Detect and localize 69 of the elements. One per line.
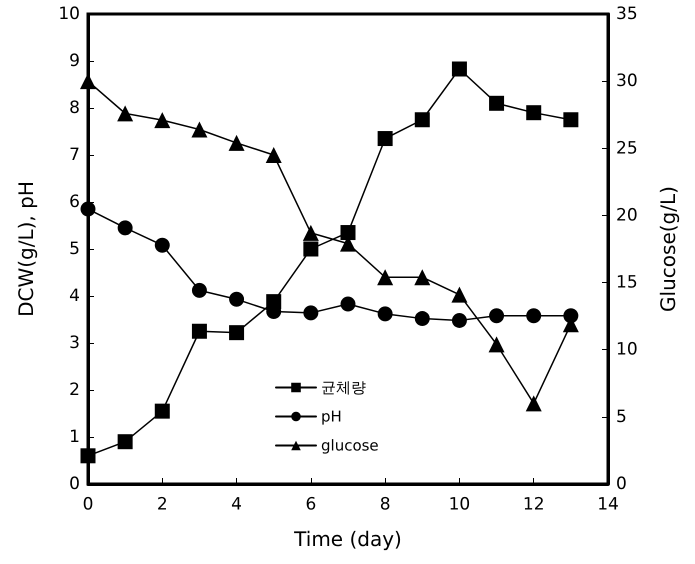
legend-label: glucose [321, 436, 379, 454]
y2-tick-label: 20 [616, 205, 638, 226]
x-tick-label: 4 [231, 494, 242, 514]
point [526, 308, 542, 324]
x-tick-label: 14 [597, 494, 619, 514]
point [80, 448, 96, 464]
y-tick-label: 2 [69, 380, 80, 400]
y2-tick-label: 5 [616, 406, 627, 427]
y-tick-label: 9 [69, 51, 80, 71]
point [154, 112, 170, 128]
y2-tick-label: 0 [616, 474, 627, 494]
y-tick-label: 8 [69, 98, 80, 118]
point [228, 134, 245, 151]
point [117, 105, 134, 122]
y2-tick-label: 30 [616, 71, 638, 92]
x-tick-label: 12 [522, 494, 545, 514]
point [489, 308, 504, 324]
point [489, 96, 504, 111]
point [154, 238, 170, 253]
point [80, 202, 96, 217]
y-tick-label: 0 [69, 474, 80, 494]
point [451, 286, 468, 303]
point [414, 112, 430, 128]
point [229, 292, 244, 307]
point [229, 325, 244, 340]
point [563, 112, 578, 128]
y-tick-label: 7 [69, 145, 80, 165]
point [378, 131, 393, 146]
x-tick-label: 8 [380, 494, 391, 514]
y-tick-label: 10 [58, 4, 80, 24]
point [452, 61, 467, 76]
x-tick-label: 6 [305, 494, 316, 514]
y2-tick-label: 10 [616, 340, 638, 360]
x-axis-title: Time (day) [293, 527, 402, 551]
y2-axis-title: Glucose(g/L) [656, 186, 680, 312]
point [340, 296, 356, 312]
point [377, 269, 394, 286]
legend-label: 균체량 [321, 378, 366, 396]
point [154, 404, 170, 419]
y2-tick-label: 25 [616, 138, 638, 158]
point [303, 242, 318, 256]
point [302, 224, 319, 241]
point [192, 324, 207, 339]
y-tick-label: 3 [69, 333, 80, 353]
point [192, 282, 207, 298]
point [340, 225, 356, 240]
point [526, 395, 542, 412]
point [526, 105, 542, 120]
point [452, 312, 467, 328]
x-tick-label: 2 [156, 494, 168, 514]
point [378, 306, 393, 322]
y-tick-label: 5 [69, 239, 80, 259]
point [414, 269, 430, 286]
x-tick-label: 0 [82, 494, 94, 514]
point [191, 121, 208, 138]
y2-tick-label: 35 [616, 4, 638, 24]
point [266, 147, 282, 163]
y2-tick-label: 15 [616, 272, 638, 293]
point [414, 311, 430, 326]
y-tick-label: 6 [69, 192, 80, 212]
point [303, 305, 318, 320]
y-tick-label: 1 [69, 427, 80, 447]
y-tick-label: 4 [69, 286, 80, 306]
point [118, 220, 133, 236]
y-axis-title: DCW(g/L), pH [14, 181, 38, 317]
point [118, 434, 133, 450]
x-tick-label: 10 [448, 494, 470, 514]
legend-label: pH [321, 408, 342, 426]
point [488, 336, 505, 352]
